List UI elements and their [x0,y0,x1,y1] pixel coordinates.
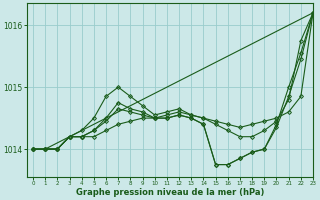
X-axis label: Graphe pression niveau de la mer (hPa): Graphe pression niveau de la mer (hPa) [76,188,264,197]
